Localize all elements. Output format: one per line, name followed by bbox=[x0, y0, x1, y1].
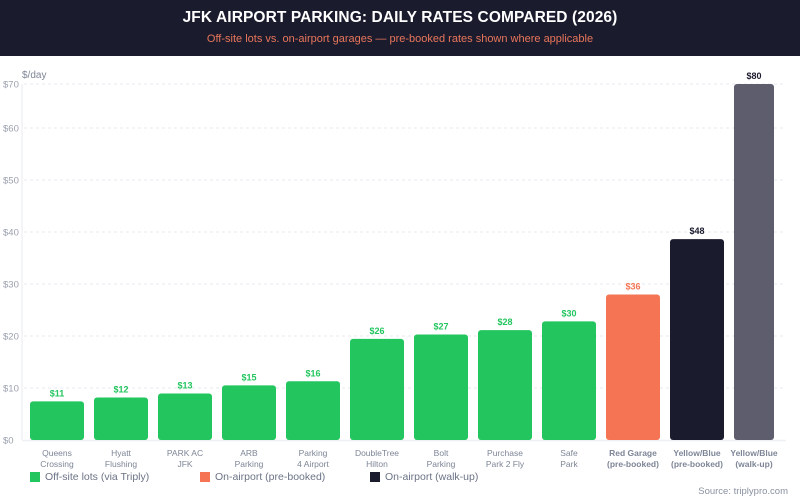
bar bbox=[734, 84, 774, 440]
y-axis-unit-label: $/day bbox=[22, 70, 46, 81]
x-tick-label: Hyatt bbox=[111, 448, 131, 458]
bar bbox=[94, 397, 148, 440]
x-tick-label: Parking bbox=[427, 459, 456, 469]
bar bbox=[30, 401, 84, 440]
y-tick-label: $40 bbox=[3, 228, 19, 239]
x-tick-label: Purchase bbox=[487, 448, 523, 458]
bar bbox=[158, 393, 212, 440]
x-tick-label: (pre-booked) bbox=[607, 459, 659, 469]
y-tick-label: $50 bbox=[3, 176, 19, 187]
bar-value-label: $80 bbox=[746, 71, 761, 81]
bar-value-label: $12 bbox=[113, 384, 128, 394]
legend-label-prebooked: On-airport (pre-booked) bbox=[215, 471, 326, 483]
x-tick-label: JFK bbox=[177, 459, 192, 469]
bar-value-label: $27 bbox=[433, 322, 448, 332]
x-tick-label: Park bbox=[560, 459, 578, 469]
y-tick-label: $0 bbox=[3, 436, 14, 447]
gridlines bbox=[24, 83, 786, 389]
bar bbox=[478, 330, 532, 440]
value-labels: $11 $12 $13 $15 $16 $26 $27 $28 $30 $36 $48 $80 bbox=[50, 71, 762, 398]
bar bbox=[606, 294, 660, 440]
x-tick-label: ARB bbox=[240, 448, 258, 458]
bar-value-label: $15 bbox=[241, 372, 256, 382]
bar-value-label: $36 bbox=[625, 281, 640, 291]
y-axis: $0 $10 $20 $30 $40 $50 $60 $70$/day bbox=[3, 70, 786, 447]
bar-value-label: $26 bbox=[369, 326, 384, 336]
x-tick-label: Bolt bbox=[434, 448, 449, 458]
bar bbox=[222, 385, 276, 440]
legend-label-walkup: On-airport (walk-up) bbox=[385, 471, 479, 483]
bar-value-label: $48 bbox=[689, 226, 704, 236]
y-tick-label: $70 bbox=[3, 80, 19, 91]
legend-item-offsite: Off-site lots (via Triply) bbox=[30, 471, 149, 483]
bar-value-label: $13 bbox=[177, 380, 192, 390]
bar-value-label: $28 bbox=[497, 317, 512, 327]
legend: Off-site lots (via Triply) On-airport (p… bbox=[0, 471, 800, 489]
x-tick-label: Queens bbox=[42, 448, 72, 458]
legend-label-offsite: Off-site lots (via Triply) bbox=[45, 471, 150, 483]
x-tick-label: PARK AC bbox=[167, 448, 203, 458]
y-tick-label: $20 bbox=[3, 332, 19, 343]
legend-swatch-offsite bbox=[30, 472, 40, 482]
legend-item-prebooked: On-airport (pre-booked) bbox=[200, 471, 325, 483]
chart-subtitle: Off-site lots vs. on-airport garages — p… bbox=[206, 33, 594, 45]
bar-value-label: $16 bbox=[305, 368, 320, 378]
x-tick-label: Parking bbox=[235, 459, 264, 469]
legend-item-walkup: On-airport (walk-up) bbox=[370, 471, 478, 483]
bar bbox=[542, 321, 596, 440]
bar bbox=[286, 381, 340, 440]
x-tick-label: (walk-up) bbox=[735, 459, 772, 469]
x-tick-label: Yellow/Blue bbox=[673, 448, 721, 458]
bar bbox=[414, 334, 468, 440]
y-tick-label: $60 bbox=[3, 124, 19, 135]
legend-swatch-prebooked bbox=[200, 472, 210, 482]
x-tick-label: Parking bbox=[299, 448, 328, 458]
x-tick-label: Flushing bbox=[105, 459, 137, 469]
x-tick-label: DoubleTree bbox=[355, 448, 399, 458]
x-tick-label: (pre-booked) bbox=[671, 459, 723, 469]
x-tick-label: Yellow/Blue bbox=[730, 448, 778, 458]
chart-header: JFK AIRPORT PARKING: DAILY RATES COMPARE… bbox=[0, 0, 800, 56]
bar-chart: $0$10$20$30$40$50$60$70$/day $11 $12 $13$1… bbox=[3, 70, 786, 469]
bar bbox=[350, 338, 404, 440]
x-tick-label: Park 2 Fly bbox=[486, 459, 525, 469]
bar bbox=[670, 239, 724, 440]
y-tick-label: $10 bbox=[3, 384, 19, 395]
legend-swatch-walkup bbox=[370, 472, 380, 482]
x-tick-label: Red Garage bbox=[609, 448, 657, 458]
source-note: Source: triplypro.com bbox=[698, 486, 788, 497]
bar-value-label: $30 bbox=[561, 308, 576, 318]
bar-value-label: $11 bbox=[50, 388, 65, 398]
y-tick-label: $30 bbox=[3, 280, 19, 291]
bars bbox=[30, 84, 774, 440]
x-tick-label: 4 Airport bbox=[297, 459, 329, 469]
x-tick-label: Hilton bbox=[366, 459, 388, 469]
chart-title: JFK AIRPORT PARKING: DAILY RATES COMPARE… bbox=[182, 9, 618, 26]
x-tick-label: Crossing bbox=[40, 459, 74, 469]
x-tick-label: Safe bbox=[560, 448, 578, 458]
